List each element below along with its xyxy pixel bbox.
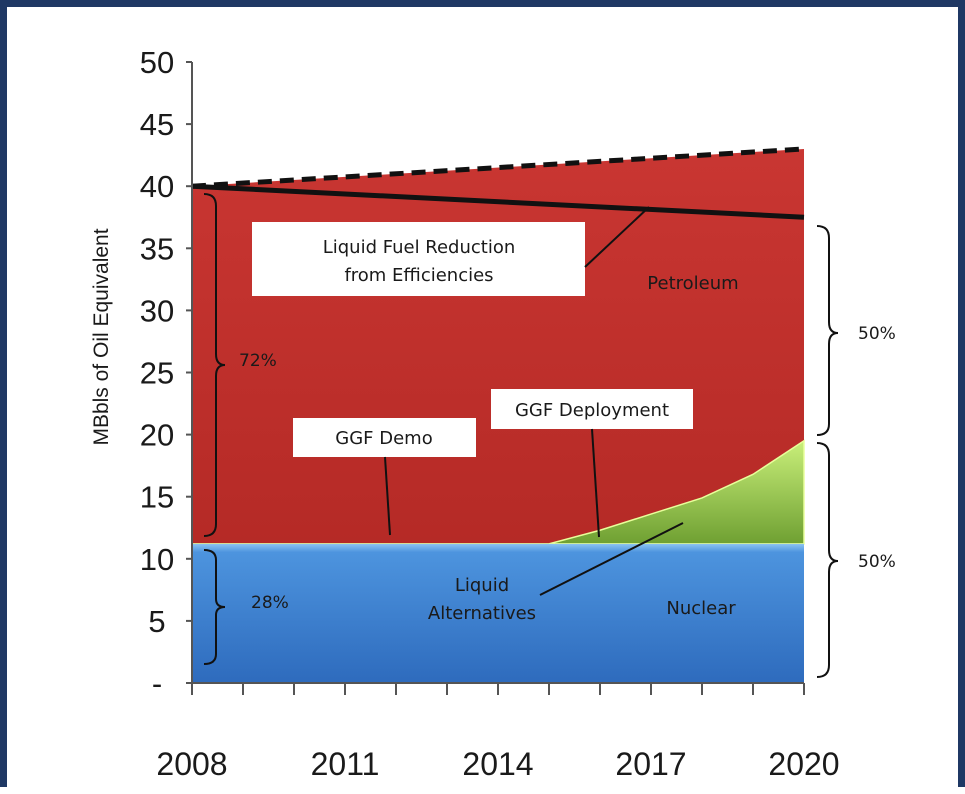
ggf-demo-label: GGF Demo xyxy=(335,428,432,449)
brace-50-percent-top xyxy=(816,225,839,436)
ggf-deployment-area xyxy=(192,439,805,545)
pct-72-label: 72% xyxy=(239,351,277,371)
nuclear-area xyxy=(192,543,804,683)
efficiency-leader-line xyxy=(584,206,650,268)
y-tick-label: 40 xyxy=(140,169,174,204)
ggf-demo-label-box xyxy=(293,418,476,457)
pct-28-label: 28% xyxy=(251,593,289,613)
efficiency-label-box xyxy=(252,222,585,296)
pct-50-top-label: 50% xyxy=(858,324,896,344)
projected-demand-dashed-line xyxy=(191,146,805,189)
petroleum-label: Petroleum xyxy=(647,273,738,294)
x-tick-label: 2020 xyxy=(768,746,839,782)
liquid-alternatives-label-line1: Liquid xyxy=(455,575,509,596)
efficiency-label-line1: Liquid Fuel Reduction xyxy=(323,237,516,258)
y-axis-label: MBbls of Oil Equivalent xyxy=(90,228,113,445)
brace-50-percent-bottom xyxy=(816,442,839,678)
y-tick-label: 5 xyxy=(148,604,165,639)
ggf-deployment-leader-line xyxy=(591,428,600,538)
y-tick-label: 15 xyxy=(140,480,174,515)
efficiency-solid-line xyxy=(191,183,805,220)
x-tick-label: 2017 xyxy=(615,746,686,782)
ggf-deployment-label-box xyxy=(491,389,693,429)
x-tick-label: 2014 xyxy=(462,746,533,782)
liquid-alternatives-label-line2: Alternatives xyxy=(428,603,536,624)
brace-28-percent xyxy=(203,549,226,665)
y-tick-label: 50 xyxy=(140,45,174,80)
x-tick-label: 2011 xyxy=(311,746,380,782)
ggf-deployment-label: GGF Deployment xyxy=(515,400,669,421)
nuclear-label: Nuclear xyxy=(666,598,736,619)
y-tick-label: 30 xyxy=(140,293,174,328)
liquid-alternatives-leader-line xyxy=(539,522,684,596)
chart-svg: - 5 10 15 20 25 30 35 40 45 50 2008 2011 2014 2017 202… xyxy=(90,45,896,782)
y-tick-label: 45 xyxy=(140,107,174,142)
brace-72-percent xyxy=(203,193,226,537)
y-tick-label: 25 xyxy=(140,356,174,391)
pct-50-bottom-label: 50% xyxy=(858,552,896,572)
y-tick-label: - xyxy=(152,666,162,701)
efficiency-label-line2: from Efficiencies xyxy=(344,265,493,286)
ggf-demo-leader-line xyxy=(384,456,391,536)
petroleum-area xyxy=(192,148,804,544)
y-tick-label: 10 xyxy=(140,542,174,577)
x-tick-label: 2008 xyxy=(156,746,227,782)
y-tick-label: 20 xyxy=(140,418,174,453)
y-tick-label: 35 xyxy=(140,231,174,266)
